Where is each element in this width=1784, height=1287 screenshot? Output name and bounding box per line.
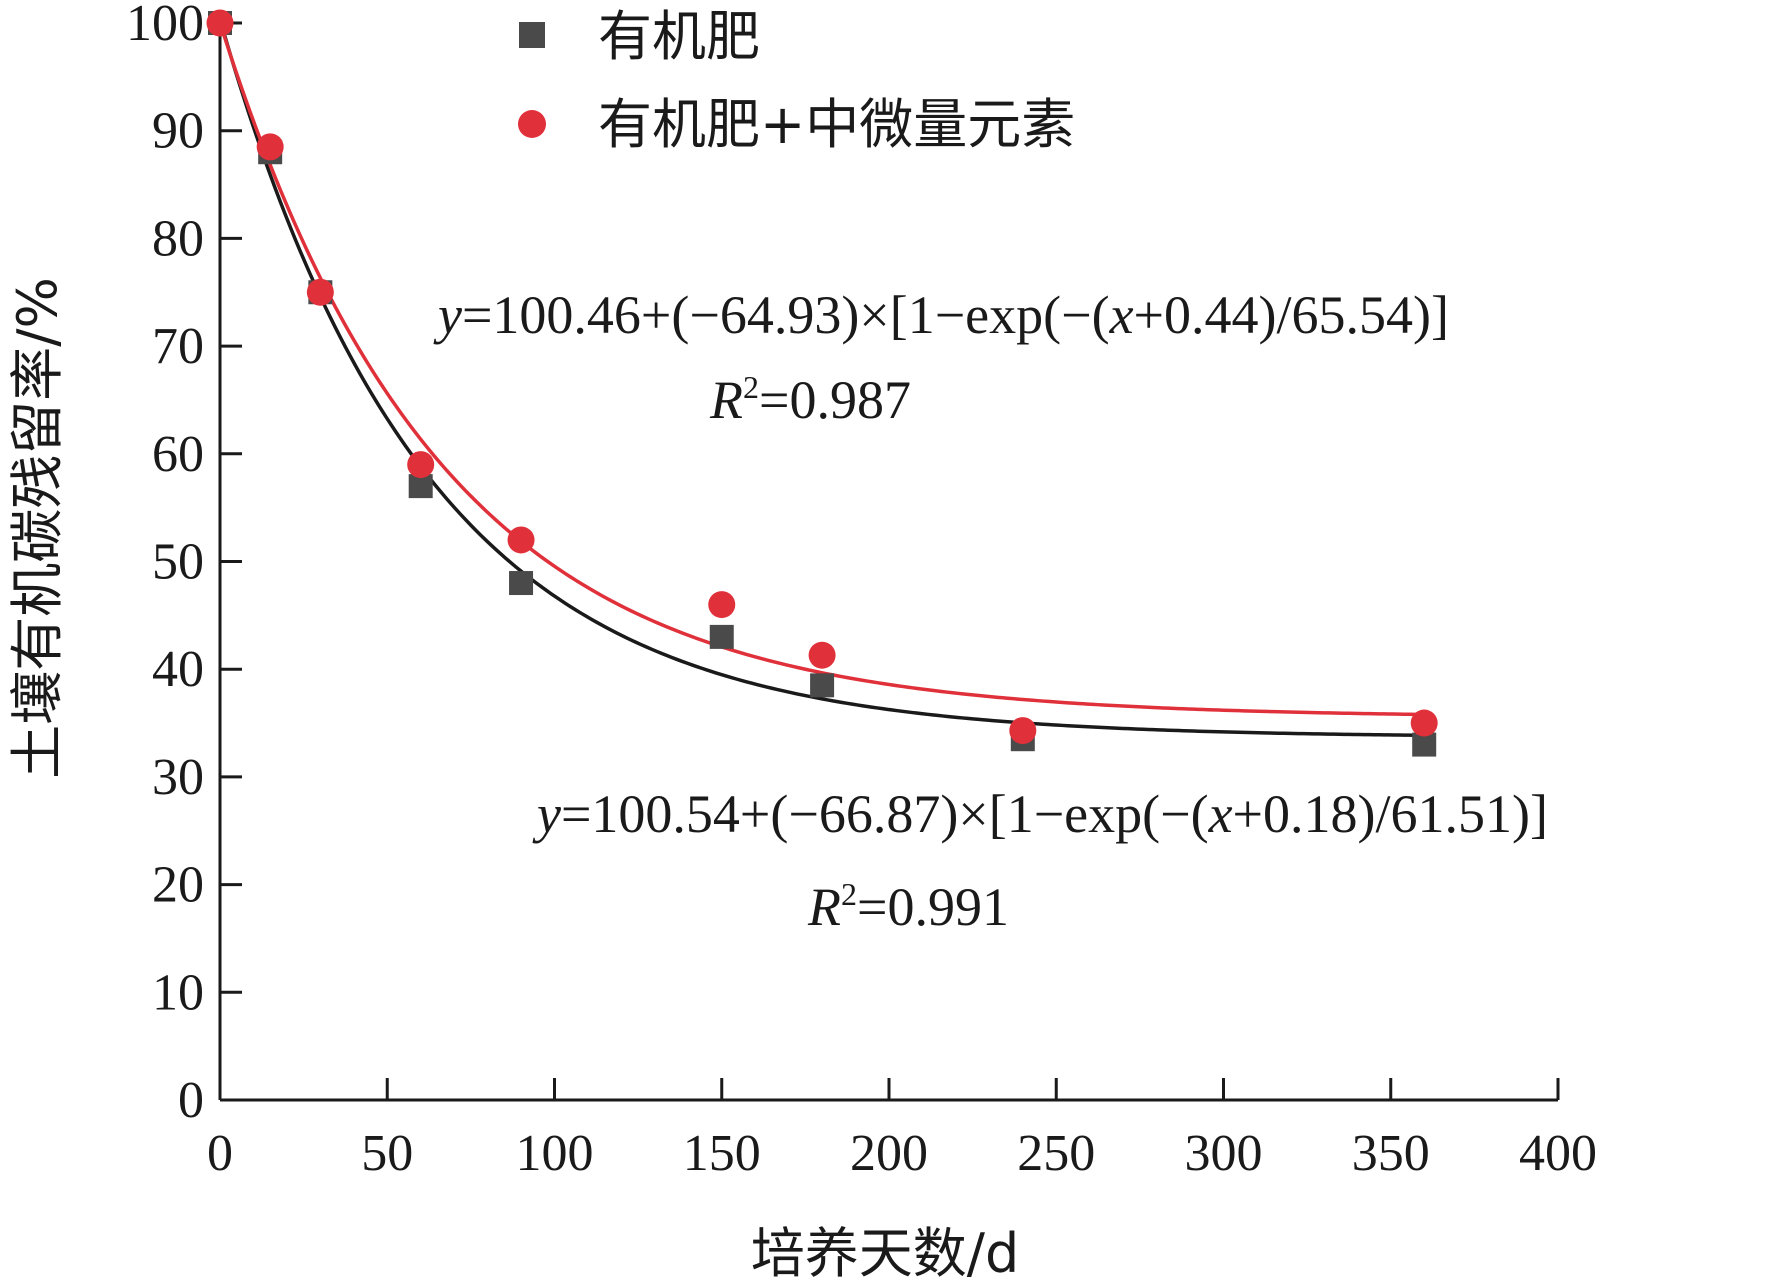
- y-tick-label: 70: [152, 318, 204, 375]
- point-series-1: [507, 526, 535, 554]
- point-series-1: [256, 133, 284, 161]
- y-tick-label: 100: [126, 0, 204, 52]
- point-series-0: [709, 624, 734, 649]
- point-series-0: [1412, 732, 1437, 757]
- y-tick-label: 30: [152, 749, 204, 806]
- point-series-1: [1410, 709, 1438, 737]
- r2-organic-micro: R2=0.987: [709, 369, 911, 430]
- x-tick-label: 400: [1519, 1125, 1597, 1182]
- point-series-0: [810, 673, 835, 698]
- point-series-1: [306, 278, 334, 306]
- axes: 0 50 100 150 200 250 300 350 400 0 10 20 30 40 50 60 70 8…: [126, 0, 1597, 1182]
- y-tick-label: 60: [152, 426, 204, 483]
- point-series-1: [708, 591, 736, 619]
- point-series-1: [808, 641, 836, 669]
- x-tick-label: 50: [361, 1125, 413, 1182]
- equation-organic: y=100.54+(−66.87)×[1−exp(−(x+0.18)/61.51…: [532, 784, 1548, 844]
- legend: 有机肥 有机肥+中微量元素: [518, 5, 1075, 156]
- legend-marker-organic: [519, 22, 545, 48]
- point-series-0: [408, 474, 433, 499]
- r2-organic: R2=0.991: [807, 876, 1009, 937]
- y-tick-label: 50: [152, 534, 204, 591]
- legend-marker-organic-micro: [518, 110, 546, 138]
- equation-organic-micro: y=100.46+(−64.93)×[1−exp(−(x+0.44)/65.54…: [433, 285, 1449, 345]
- point-series-1: [407, 451, 435, 479]
- x-tick-label: 200: [850, 1125, 928, 1182]
- legend-label-organic: 有机肥: [598, 5, 760, 68]
- y-tick-label: 0: [178, 1072, 204, 1129]
- x-axis-title: 培养天数/d: [751, 1222, 1019, 1285]
- x-tick-label: 350: [1352, 1125, 1430, 1182]
- data-points: [206, 9, 1438, 757]
- point-series-1: [1009, 717, 1037, 745]
- y-tick-label: 80: [152, 210, 204, 267]
- x-tick-label: 0: [207, 1125, 233, 1182]
- x-tick-label: 150: [683, 1125, 761, 1182]
- x-tick-label: 300: [1185, 1125, 1263, 1182]
- point-series-0: [509, 571, 534, 596]
- y-axis-title: 土壤有机碳残留率/%: [6, 277, 69, 779]
- legend-label-organic-micro: 有机肥+中微量元素: [598, 93, 1075, 156]
- fit-curve-series-1: [218, 22, 1425, 717]
- point-series-1: [206, 9, 234, 37]
- x-tick-label: 250: [1017, 1125, 1095, 1182]
- y-tick-label: 10: [152, 964, 204, 1021]
- y-tick-label: 20: [152, 857, 204, 914]
- y-tick-label: 40: [152, 641, 204, 698]
- x-tick-label: 100: [516, 1125, 594, 1182]
- y-tick-label: 90: [152, 103, 204, 160]
